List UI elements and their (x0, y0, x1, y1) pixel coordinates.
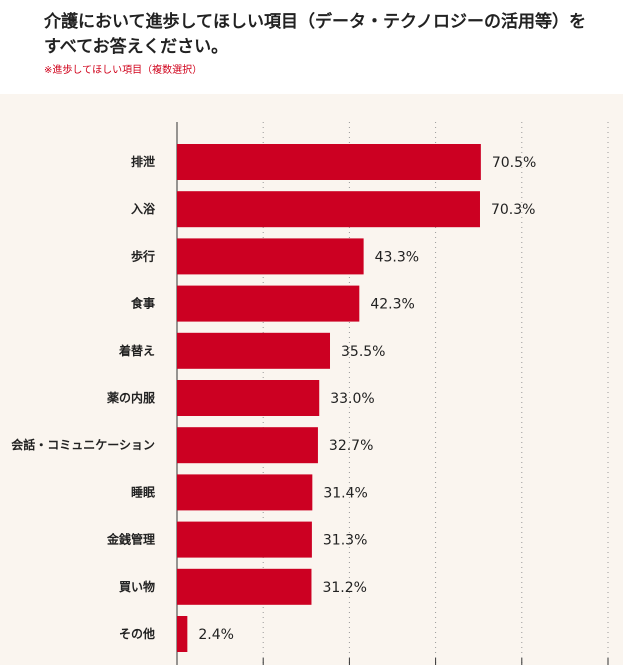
category-label: 入浴 (131, 201, 156, 216)
category-label: 薬の内服 (107, 390, 156, 405)
category-label: 着替え (118, 343, 155, 358)
bar (177, 521, 312, 558)
bar (177, 191, 480, 228)
bar (177, 568, 312, 605)
value-label: 43.3% (375, 249, 419, 265)
value-label: 70.5% (492, 155, 536, 171)
bar (177, 427, 318, 464)
chart-title-line-2: すべてお答えください。 (44, 37, 229, 57)
value-label: 31.4% (323, 485, 367, 501)
category-label: 睡眠 (131, 484, 155, 499)
bar-chart: 排泄 70.5% 入浴 70.3% 歩行 43.3% 食事 42.3% 着替え 35.5% 薬の内服… (0, 94, 623, 665)
value-label: 31.2% (322, 580, 366, 596)
category-label: 会話・コミュニケーション (11, 437, 155, 452)
chart-note: ※進歩してほしい項目（複数選択） (44, 65, 203, 76)
bar (177, 238, 364, 275)
category-label: 買い物 (119, 579, 155, 594)
bar (177, 332, 331, 369)
value-label: 32.7% (329, 438, 373, 454)
category-label: 食事 (130, 296, 155, 311)
value-label: 33.0% (330, 391, 374, 407)
chart-title: 介護において進歩してほしい項目（データ・テクノロジーの活用等）を すべてお答えく… (44, 10, 604, 60)
bar (177, 285, 360, 322)
value-label: 42.3% (370, 297, 414, 313)
category-label: その他 (119, 626, 155, 641)
value-label: 70.3% (491, 202, 535, 218)
category-label: 歩行 (131, 248, 155, 263)
bar (177, 380, 320, 416)
value-label: 2.4% (198, 627, 234, 643)
chart-panel: 排泄 70.5% 入浴 70.3% 歩行 43.3% 食事 42.3% 着替え 35.5% 薬の内服… (0, 94, 623, 665)
bar (177, 474, 313, 511)
bar (177, 144, 481, 180)
value-label: 31.3% (323, 533, 367, 549)
category-label: 排泄 (131, 154, 155, 169)
chart-header: 介護において進歩してほしい項目（データ・テクノロジーの活用等）を すべてお答えく… (0, 0, 623, 94)
value-label: 35.5% (341, 344, 385, 360)
category-label: 金銭管理 (106, 532, 155, 547)
chart-title-line-1: 介護において進歩してほしい項目（データ・テクノロジーの活用等）を (44, 12, 586, 32)
bar (177, 616, 188, 652)
chart-background (0, 94, 623, 665)
